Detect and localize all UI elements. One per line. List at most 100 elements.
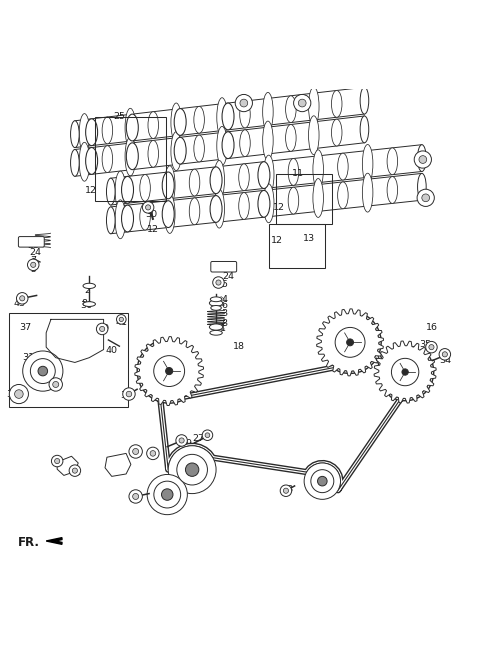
Ellipse shape [222,132,234,159]
Ellipse shape [239,193,249,219]
Circle shape [202,430,213,440]
Circle shape [31,262,36,268]
Circle shape [119,318,123,321]
Ellipse shape [337,154,348,180]
Circle shape [419,155,427,163]
Text: 15: 15 [355,327,367,337]
Circle shape [439,348,451,360]
Circle shape [299,99,306,107]
Ellipse shape [165,166,175,205]
Circle shape [304,463,340,499]
Circle shape [417,189,434,207]
Circle shape [205,433,210,438]
Text: 27: 27 [192,434,204,443]
Ellipse shape [125,108,135,147]
Text: 26: 26 [324,485,336,494]
Text: 11: 11 [292,169,304,178]
Ellipse shape [174,137,186,164]
Bar [276,174,332,224]
Ellipse shape [239,164,249,191]
Circle shape [96,323,108,335]
Ellipse shape [313,178,324,217]
Text: 1: 1 [220,325,226,333]
Ellipse shape [171,103,181,142]
Ellipse shape [387,148,397,174]
Ellipse shape [85,119,97,146]
Ellipse shape [209,300,223,306]
Text: FR.: FR. [17,536,39,549]
Circle shape [126,391,132,397]
Ellipse shape [360,87,369,114]
Ellipse shape [332,119,342,146]
Ellipse shape [240,130,250,157]
Ellipse shape [162,201,174,228]
Text: 9: 9 [420,155,426,164]
Text: 9: 9 [299,98,305,108]
Circle shape [311,470,334,493]
Text: 23: 23 [220,265,233,274]
Circle shape [179,438,184,443]
Text: 34: 34 [439,356,451,365]
Text: 43: 43 [14,298,26,308]
Ellipse shape [418,145,426,171]
Ellipse shape [362,173,373,212]
Text: 7: 7 [30,256,36,264]
Polygon shape [46,538,62,544]
Text: 16: 16 [425,323,437,331]
Text: 6: 6 [222,300,228,310]
Circle shape [129,445,143,458]
Ellipse shape [125,137,135,176]
Circle shape [154,481,180,508]
Circle shape [283,488,288,493]
Circle shape [240,99,248,107]
Ellipse shape [210,167,222,194]
Text: 10: 10 [130,449,142,458]
Ellipse shape [121,205,133,232]
Text: 9: 9 [423,194,429,202]
Ellipse shape [211,306,221,310]
Ellipse shape [309,87,319,126]
Ellipse shape [210,331,222,335]
Ellipse shape [210,297,222,302]
Text: 17: 17 [405,346,417,356]
Circle shape [414,151,432,168]
Bar [9,313,128,407]
Ellipse shape [309,116,319,155]
Ellipse shape [165,195,175,234]
Text: 39: 39 [97,325,109,333]
Circle shape [154,356,185,386]
Circle shape [145,205,151,210]
Ellipse shape [102,146,113,173]
Circle shape [20,296,25,301]
Text: 23: 23 [27,241,39,250]
Polygon shape [135,337,204,405]
Circle shape [16,293,28,304]
Circle shape [30,359,55,384]
Text: 21: 21 [69,468,81,477]
Bar [96,117,166,201]
Ellipse shape [240,101,250,128]
Text: 25: 25 [113,112,125,121]
Text: 24: 24 [29,248,41,257]
Ellipse shape [140,203,150,230]
Ellipse shape [79,142,90,181]
Text: 32: 32 [120,390,132,400]
Text: 30: 30 [145,209,157,218]
Ellipse shape [362,144,373,184]
Text: 37: 37 [20,323,32,331]
FancyBboxPatch shape [211,262,237,272]
Circle shape [422,194,430,201]
Ellipse shape [258,161,270,188]
Ellipse shape [126,114,138,141]
Circle shape [177,455,207,485]
Text: 38: 38 [7,390,19,399]
Ellipse shape [189,198,200,225]
Text: 8: 8 [82,298,87,308]
Circle shape [147,447,159,460]
FancyBboxPatch shape [18,237,44,247]
Polygon shape [105,453,131,476]
Ellipse shape [210,195,222,222]
Text: 41: 41 [115,318,127,327]
Ellipse shape [286,96,296,123]
Circle shape [318,476,327,486]
